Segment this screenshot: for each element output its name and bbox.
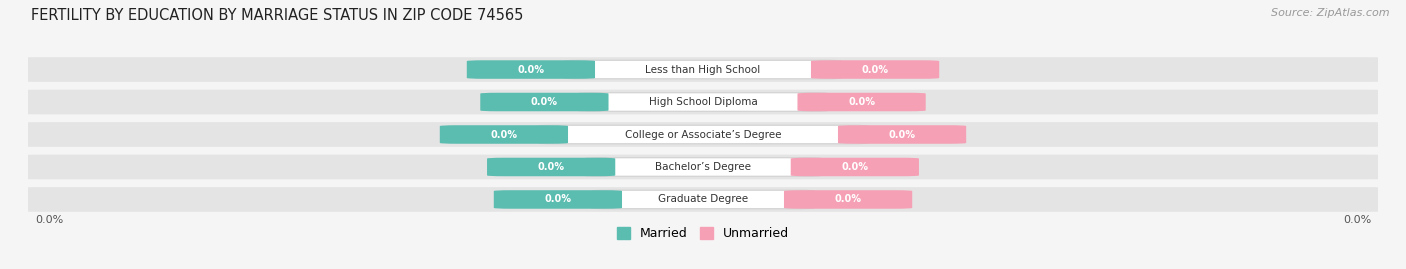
Legend: Married, Unmarried: Married, Unmarried: [612, 222, 794, 245]
FancyBboxPatch shape: [585, 158, 821, 176]
Text: FERTILITY BY EDUCATION BY MARRIAGE STATUS IN ZIP CODE 74565: FERTILITY BY EDUCATION BY MARRIAGE STATU…: [31, 8, 523, 23]
Text: 0.0%: 0.0%: [862, 65, 889, 75]
FancyBboxPatch shape: [790, 158, 920, 176]
FancyBboxPatch shape: [578, 93, 828, 111]
Text: 0.0%: 0.0%: [1343, 215, 1371, 225]
Text: 0.0%: 0.0%: [841, 162, 869, 172]
Text: 0.0%: 0.0%: [544, 194, 571, 204]
FancyBboxPatch shape: [797, 93, 925, 111]
Text: Less than High School: Less than High School: [645, 65, 761, 75]
Text: 0.0%: 0.0%: [517, 65, 544, 75]
FancyBboxPatch shape: [494, 190, 621, 209]
FancyBboxPatch shape: [14, 90, 1392, 114]
Text: Graduate Degree: Graduate Degree: [658, 194, 748, 204]
FancyBboxPatch shape: [14, 155, 1392, 179]
FancyBboxPatch shape: [537, 125, 869, 144]
Text: 0.0%: 0.0%: [889, 129, 915, 140]
Text: College or Associate’s Degree: College or Associate’s Degree: [624, 129, 782, 140]
FancyBboxPatch shape: [467, 60, 595, 79]
FancyBboxPatch shape: [481, 93, 609, 111]
Text: Source: ZipAtlas.com: Source: ZipAtlas.com: [1271, 8, 1389, 18]
FancyBboxPatch shape: [14, 187, 1392, 212]
FancyBboxPatch shape: [565, 60, 841, 79]
FancyBboxPatch shape: [592, 190, 814, 209]
Text: 0.0%: 0.0%: [35, 215, 63, 225]
Text: 0.0%: 0.0%: [531, 97, 558, 107]
FancyBboxPatch shape: [838, 125, 966, 144]
FancyBboxPatch shape: [785, 190, 912, 209]
Text: 0.0%: 0.0%: [835, 194, 862, 204]
FancyBboxPatch shape: [14, 122, 1392, 147]
FancyBboxPatch shape: [440, 125, 568, 144]
Text: Bachelor’s Degree: Bachelor’s Degree: [655, 162, 751, 172]
FancyBboxPatch shape: [14, 57, 1392, 82]
Text: 0.0%: 0.0%: [491, 129, 517, 140]
FancyBboxPatch shape: [486, 158, 616, 176]
FancyBboxPatch shape: [811, 60, 939, 79]
Text: 0.0%: 0.0%: [848, 97, 875, 107]
Text: 0.0%: 0.0%: [537, 162, 565, 172]
Text: High School Diploma: High School Diploma: [648, 97, 758, 107]
